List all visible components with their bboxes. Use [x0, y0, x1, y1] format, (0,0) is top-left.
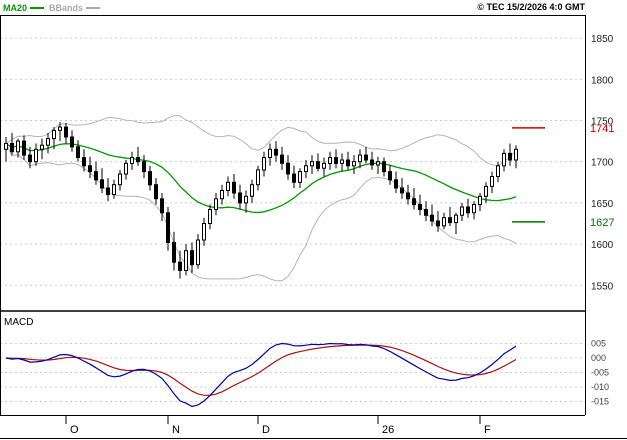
ma20-legend-label: MA20: [3, 2, 28, 13]
legend-item-bbands: BBands: [49, 2, 101, 13]
price-axis-label: 1800: [591, 75, 614, 86]
macd-line: [5, 342, 517, 408]
x-axis-label: D: [262, 424, 270, 436]
chart-canvas: 1850 1800 1750 1700 1650 1600 1550 005 000 -005 -0…: [0, 15, 627, 439]
bbands-legend-label: BBands: [49, 2, 84, 13]
chart-header: MA20 BBands: [0, 0, 627, 15]
price-axis-label: 1550: [591, 281, 614, 292]
price-plot-area: [0, 37, 585, 286]
macd-axis-label: -005: [591, 368, 609, 378]
macd-axis-label: 000: [591, 353, 606, 363]
ma20-line-swatch: [30, 6, 45, 9]
macd-axis-label: 005: [591, 339, 606, 349]
x-axis-label: N: [172, 424, 180, 436]
macd-axis-label: -010: [591, 382, 609, 392]
copyright-text: © TEC 15/2/2026 4:0 GMT: [477, 2, 585, 12]
price-axis-label: 1600: [591, 240, 614, 251]
macd-panel-label: MACD: [4, 317, 34, 328]
resistance-level-label: 1741: [590, 123, 614, 135]
price-axis-label: 1850: [591, 34, 614, 45]
bollinger-upper-line: [5, 115, 517, 167]
legend-item-ma20: MA20: [3, 2, 45, 13]
price-axis-label: 1750: [591, 116, 614, 127]
macd-axis-label: -015: [591, 397, 609, 407]
candlesticks: [4, 122, 518, 279]
x-axis-label: F: [484, 424, 491, 436]
price-axis-label: 1650: [591, 199, 614, 210]
support-level-label: 1627: [590, 217, 614, 229]
price-axis-label: 1700: [591, 158, 614, 169]
bbands-line-swatch: [86, 6, 101, 9]
ma20-line: [5, 142, 517, 214]
x-axis-label: 26: [382, 424, 394, 436]
macd-plot-area: [0, 342, 585, 408]
x-axis-label: O: [70, 424, 79, 436]
macd-signal-line: [5, 344, 517, 396]
